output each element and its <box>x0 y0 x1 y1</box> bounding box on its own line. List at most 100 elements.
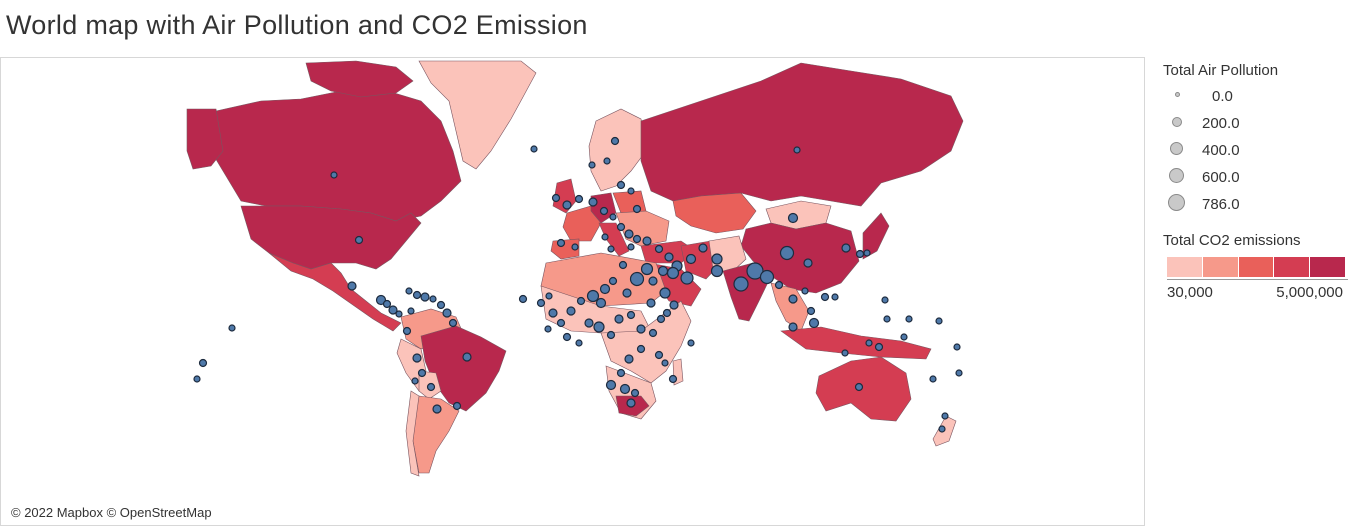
air-pollution-marker[interactable] <box>228 324 236 332</box>
air-pollution-marker[interactable] <box>601 233 609 241</box>
country-indonesia[interactable] <box>780 326 932 360</box>
world-map[interactable]: © 2022 Mapbox © OpenStreetMap <box>0 57 1145 526</box>
air-pollution-marker[interactable] <box>616 368 626 378</box>
air-pollution-marker[interactable] <box>698 243 708 253</box>
air-pollution-marker[interactable] <box>584 318 594 328</box>
air-pollution-marker[interactable] <box>452 401 462 411</box>
air-pollution-marker[interactable] <box>609 213 617 221</box>
air-pollution-marker[interactable] <box>881 296 889 304</box>
country-poland[interactable] <box>612 190 647 214</box>
air-pollution-marker[interactable] <box>733 276 749 292</box>
air-pollution-marker[interactable] <box>405 287 413 295</box>
air-pollution-marker[interactable] <box>711 253 723 265</box>
air-pollution-marker[interactable] <box>661 359 669 367</box>
air-pollution-marker[interactable] <box>556 238 566 248</box>
air-pollution-marker[interactable] <box>666 266 680 280</box>
air-pollution-marker[interactable] <box>588 197 598 207</box>
air-pollution-marker[interactable] <box>624 354 634 364</box>
air-pollution-marker[interactable] <box>774 280 784 290</box>
air-pollution-marker[interactable] <box>556 318 566 328</box>
country-chile[interactable] <box>405 390 420 477</box>
country-greenland[interactable] <box>418 60 537 170</box>
air-pollution-marker[interactable] <box>626 398 636 408</box>
map-canvas[interactable] <box>1 58 1145 526</box>
air-pollution-marker[interactable] <box>648 328 658 338</box>
air-pollution-marker[interactable] <box>941 412 949 420</box>
air-pollution-marker[interactable] <box>518 294 528 304</box>
air-pollution-marker[interactable] <box>668 374 678 384</box>
air-pollution-marker[interactable] <box>616 180 626 190</box>
air-pollution-marker[interactable] <box>710 264 724 278</box>
air-pollution-marker[interactable] <box>662 308 672 318</box>
country-australia[interactable] <box>815 356 912 422</box>
air-pollution-marker[interactable] <box>619 383 631 395</box>
air-pollution-marker[interactable] <box>841 243 851 253</box>
air-pollution-marker[interactable] <box>599 206 609 216</box>
air-pollution-marker[interactable] <box>793 146 801 154</box>
air-pollution-marker[interactable] <box>759 269 775 285</box>
air-pollution-marker[interactable] <box>544 325 552 333</box>
air-pollution-marker[interactable] <box>442 308 452 318</box>
air-pollution-marker[interactable] <box>593 321 605 333</box>
air-pollution-marker[interactable] <box>801 287 809 295</box>
air-pollution-marker[interactable] <box>685 253 697 265</box>
air-pollution-marker[interactable] <box>955 369 963 377</box>
air-pollution-marker[interactable] <box>382 299 392 309</box>
air-pollution-marker[interactable] <box>680 271 694 285</box>
air-pollution-marker[interactable] <box>905 315 913 323</box>
air-pollution-marker[interactable] <box>624 229 634 239</box>
air-pollution-marker[interactable] <box>629 271 645 287</box>
air-pollution-marker[interactable] <box>599 283 611 295</box>
air-pollution-marker[interactable] <box>646 298 656 308</box>
air-pollution-marker[interactable] <box>608 276 618 286</box>
air-pollution-marker[interactable] <box>347 281 357 291</box>
air-pollution-marker[interactable] <box>787 212 799 224</box>
air-pollution-marker[interactable] <box>545 292 553 300</box>
air-pollution-marker[interactable] <box>448 318 458 328</box>
air-pollution-marker[interactable] <box>412 290 422 300</box>
air-pollution-marker[interactable] <box>654 244 664 254</box>
air-pollution-marker[interactable] <box>636 344 646 354</box>
air-pollution-marker[interactable] <box>820 292 830 302</box>
air-pollution-marker[interactable] <box>803 258 813 268</box>
air-pollution-marker[interactable] <box>746 262 764 280</box>
air-pollution-marker[interactable] <box>330 171 338 179</box>
air-pollution-marker[interactable] <box>618 260 628 270</box>
air-pollution-marker[interactable] <box>436 300 446 310</box>
air-pollution-marker[interactable] <box>640 262 654 276</box>
air-pollution-marker[interactable] <box>607 245 615 253</box>
air-pollution-marker[interactable] <box>614 314 624 324</box>
air-pollution-marker[interactable] <box>632 204 642 214</box>
air-pollution-marker[interactable] <box>616 222 626 232</box>
air-pollution-marker[interactable] <box>865 339 873 347</box>
air-pollution-marker[interactable] <box>412 353 422 363</box>
air-pollution-marker[interactable] <box>605 379 617 391</box>
air-pollution-marker[interactable] <box>354 235 364 245</box>
air-pollution-marker[interactable] <box>432 404 442 414</box>
air-pollution-marker[interactable] <box>831 293 839 301</box>
air-pollution-marker[interactable] <box>388 305 398 315</box>
air-pollution-marker[interactable] <box>632 234 642 244</box>
air-pollution-marker[interactable] <box>603 157 611 165</box>
air-pollution-marker[interactable] <box>562 332 572 342</box>
air-pollution-marker[interactable] <box>779 245 795 261</box>
air-pollution-marker[interactable] <box>788 294 798 304</box>
air-pollution-marker[interactable] <box>788 322 798 332</box>
air-pollution-marker[interactable] <box>883 315 891 323</box>
air-pollution-marker[interactable] <box>395 310 403 318</box>
air-pollution-marker[interactable] <box>938 425 946 433</box>
air-pollution-marker[interactable] <box>411 377 419 385</box>
air-pollution-marker[interactable] <box>426 382 436 392</box>
air-pollution-marker[interactable] <box>669 300 679 310</box>
air-pollution-marker[interactable] <box>874 342 884 352</box>
air-pollution-marker[interactable] <box>622 288 632 298</box>
country-mexico[interactable] <box>268 252 402 332</box>
air-pollution-marker[interactable] <box>657 265 669 277</box>
air-pollution-marker[interactable] <box>863 249 871 257</box>
air-pollution-marker[interactable] <box>654 350 664 360</box>
air-pollution-marker[interactable] <box>664 252 674 262</box>
air-pollution-marker[interactable] <box>198 358 208 368</box>
air-pollution-marker[interactable] <box>642 236 652 246</box>
country-canada[interactable] <box>210 88 462 222</box>
country-kazakhstan[interactable] <box>672 192 757 234</box>
